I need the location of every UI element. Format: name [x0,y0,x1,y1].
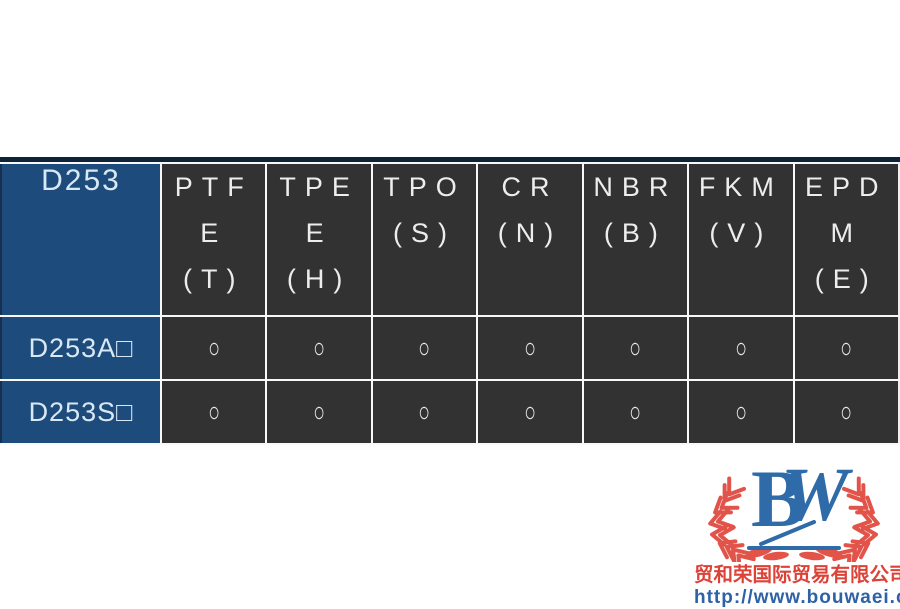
company-name-text: 贸和荣国际贸易有限公司 [694,564,900,586]
table-cell: ○ [370,315,479,381]
circle-mark: ○ [313,395,325,428]
column-header-tpo: TPO (S) [370,162,479,317]
column-header-fkm: FKM (V) [687,162,795,317]
monogram-flourish [759,520,816,546]
circle-mark: ○ [524,331,536,364]
material-compatibility-table: D253 PTF E (T) TPE E (H) TPO (S) CR (N) … [0,157,900,445]
table-cell: ○ [687,379,795,445]
table-cell: ○ [476,379,584,445]
table-cell: ○ [265,379,373,445]
bw-logo-graphic: B W [708,453,883,562]
circle-mark: ○ [629,331,642,364]
header-row: D253 PTF E (T) TPE E (H) TPO (S) CR (N) … [0,162,900,317]
circle-mark: ○ [207,331,220,364]
table-cell: ○ [370,379,479,445]
table-row-d253a: D253A□ ○ ○ ○ ○ ○ ○ ○ [0,315,900,381]
column-header-epdm: EPD M (E) [792,162,900,317]
table-cell: ○ [159,379,268,445]
table-cell: ○ [265,315,373,381]
table-cell: ○ [159,315,268,381]
circle-mark: ○ [418,331,431,364]
circle-mark: ○ [524,395,536,428]
circle-mark: ○ [840,331,853,364]
laurel-wreath-icon [708,476,883,562]
table-cell: ○ [581,315,690,381]
table-cell: ○ [792,379,900,445]
column-header-nbr: NBR (B) [581,162,690,317]
circle-mark: ○ [629,395,642,428]
table-cell: ○ [687,315,795,381]
circle-mark: ○ [313,331,325,364]
row-label-d253s: D253S□ [0,379,162,445]
compatibility-table: D253 PTF E (T) TPE E (H) TPO (S) CR (N) … [0,162,900,445]
bw-monogram: B W [747,453,854,550]
column-header-cr: CR (N) [476,162,584,317]
monogram-w: W [781,453,854,537]
website-url-text: http://www.bouwaei.com [694,587,900,608]
table-cell: ○ [476,315,584,381]
circle-mark: ○ [734,331,747,364]
circle-mark: ○ [207,395,220,428]
circle-mark: ○ [734,395,747,428]
table-cell: ○ [792,315,900,381]
column-header-ptfe: PTF E (T) [159,162,268,317]
table-corner-cell: D253 [0,162,162,317]
table-cell: ○ [581,379,690,445]
table-row-d253s: D253S□ ○ ○ ○ ○ ○ ○ ○ [0,379,900,445]
circle-mark: ○ [840,395,853,428]
column-header-tpe: TPE E (H) [265,162,373,317]
row-label-d253a: D253A□ [0,315,162,381]
bw-watermark-logo: B W 贸和荣国际贸易有限公司 http://www.bouwaei.com [694,452,900,609]
circle-mark: ○ [418,395,431,428]
